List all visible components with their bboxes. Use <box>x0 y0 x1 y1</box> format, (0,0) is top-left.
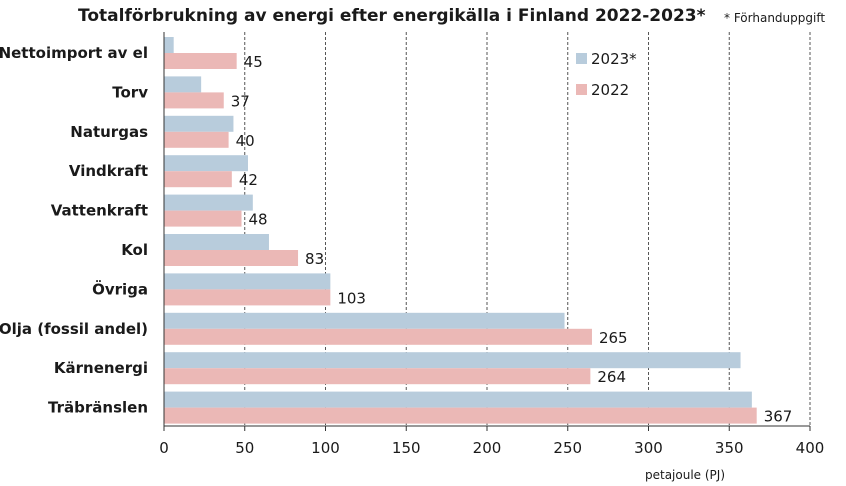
bar-series2 <box>164 92 224 109</box>
bar-series1 <box>164 76 202 93</box>
legend-label: 2022 <box>591 81 629 99</box>
bar-series1 <box>164 352 741 369</box>
category-label: Vindkraft <box>69 162 148 180</box>
bar-series2 <box>164 289 331 306</box>
category-label: Torv <box>112 83 148 101</box>
bar-series1 <box>164 37 174 53</box>
category-label: Kärnenergi <box>54 359 148 377</box>
data-label: 265 <box>599 329 628 347</box>
chart-note: * Förhanduppgift <box>724 11 825 25</box>
category-label: Nettoimport av el <box>0 44 148 62</box>
bar-series1 <box>164 391 752 408</box>
bar-series2 <box>164 131 229 148</box>
x-axis-label: petajoule (PJ) <box>645 468 725 482</box>
bar-series2 <box>164 368 591 385</box>
x-axis-ticks: 0 50 100 150 200 250 300 350 400 <box>159 426 824 457</box>
category-label: Träbränslen <box>48 399 148 417</box>
data-label: 40 <box>236 132 255 150</box>
x-tick-label: 200 <box>473 439 502 457</box>
legend-label: 2023* <box>591 50 637 68</box>
legend-swatch <box>576 53 587 64</box>
category-label: Vattenkraft <box>51 202 148 220</box>
data-label: 42 <box>239 171 258 189</box>
bar-series1 <box>164 273 331 290</box>
legend: 2023* 2022 <box>576 50 637 99</box>
bar-series2 <box>164 171 232 188</box>
x-tick-label: 150 <box>392 439 421 457</box>
data-labels: 45 37 40 42 48 83 103 265 264 367 <box>231 53 793 426</box>
bar-series2 <box>164 210 242 227</box>
data-label: 83 <box>305 250 324 268</box>
category-labels: Nettoimport av el Torv Naturgas Vindkraft Va… <box>0 44 148 417</box>
x-tick-label: 350 <box>715 439 744 457</box>
chart-title: Totalförbrukning av energi efter energik… <box>78 6 706 26</box>
x-tick-label: 0 <box>159 439 169 457</box>
data-label: 264 <box>597 368 626 386</box>
x-tick-label: 100 <box>311 439 340 457</box>
data-label: 367 <box>764 408 793 426</box>
bar-series1 <box>164 155 248 172</box>
x-tick-label: 400 <box>796 439 825 457</box>
bars <box>164 37 757 424</box>
category-label: Olja (fossil andel) <box>0 320 148 338</box>
x-tick-label: 50 <box>235 439 254 457</box>
category-label: Naturgas <box>70 123 148 141</box>
gridlines <box>244 32 811 426</box>
bar-series2 <box>164 328 592 345</box>
bar-series1 <box>164 194 253 211</box>
data-label: 103 <box>337 289 366 307</box>
category-label: Kol <box>121 241 148 259</box>
bar-series2 <box>164 53 237 69</box>
x-tick-label: 300 <box>634 439 663 457</box>
data-label: 48 <box>249 211 268 229</box>
x-tick-label: 250 <box>553 439 582 457</box>
category-label: Övriga <box>92 279 148 298</box>
bar-series2 <box>164 250 299 266</box>
legend-swatch <box>576 84 587 95</box>
bar-series1 <box>164 234 269 250</box>
bar-series1 <box>164 312 565 329</box>
data-label: 45 <box>244 53 263 71</box>
bar-series2 <box>164 407 757 424</box>
bar-series1 <box>164 115 234 132</box>
data-label: 37 <box>231 92 250 110</box>
